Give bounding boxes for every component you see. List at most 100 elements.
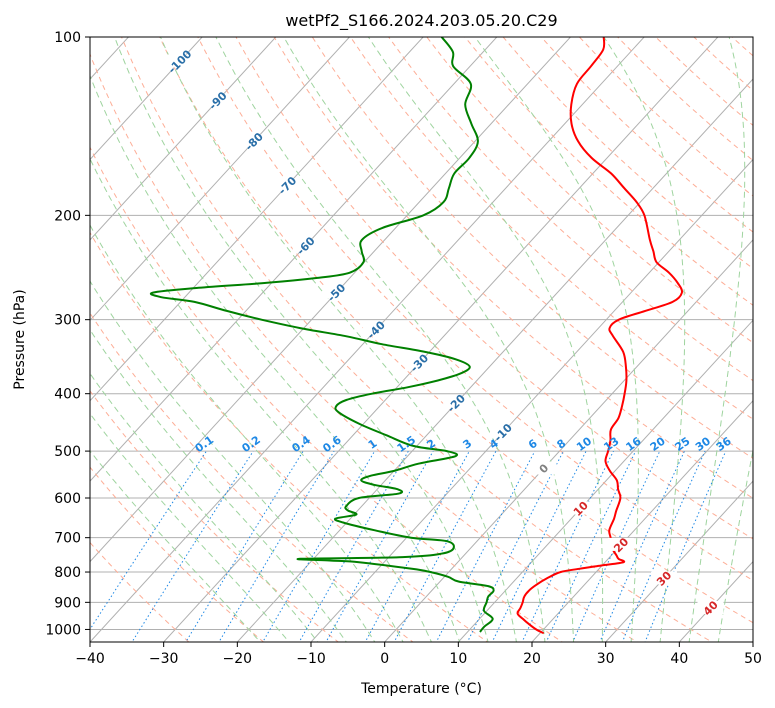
y-tick-label: 1000	[45, 622, 81, 638]
y-axis-label: Pressure (hPa)	[12, 289, 28, 389]
isotherm-label-bg	[204, 93, 231, 107]
dry-adiabat-line	[350, 37, 753, 420]
isotherm-label-bg	[363, 322, 390, 336]
isotherm-line	[457, 319, 753, 642]
isotherm-label-bg	[406, 355, 433, 369]
isotherm-label-bg	[166, 54, 193, 68]
moist-adiabat-line	[688, 37, 746, 642]
dry-adiabat-line	[121, 37, 713, 642]
y-tick-label: 100	[54, 30, 81, 46]
moist-adiabat-line	[90, 157, 432, 642]
x-tick-label: −10	[296, 651, 326, 667]
isotherm-label-bg	[697, 600, 724, 614]
x-tick-label: −20	[223, 651, 253, 667]
x-tick-label: 10	[449, 651, 467, 667]
y-tick-label: 800	[54, 565, 81, 581]
mixing-ratio-label: 0.4	[290, 433, 314, 455]
dry-adiabat-line	[464, 37, 753, 306]
axes: −40 −30 −20 −10 0 10 20 30 40 5010020030040050060…	[45, 30, 762, 667]
mixing-ratio-line	[644, 450, 727, 642]
temperature-profile-line	[516, 37, 684, 635]
isotherm-line	[90, 37, 572, 563]
mixing-ratio-line	[491, 450, 587, 642]
dry-adiabat-line	[90, 466, 265, 642]
isotherm-label-bg	[530, 461, 557, 475]
mixing-ratio-label: 6	[526, 437, 540, 452]
x-tick-label: −40	[75, 651, 105, 667]
dry-adiabat-line	[235, 37, 753, 540]
dry-adiabat-line	[90, 390, 340, 642]
y-tick-label: 200	[54, 208, 81, 224]
dry-adiabat-line	[540, 37, 753, 233]
x-tick-label: 50	[744, 651, 762, 667]
moist-adiabat-line	[90, 450, 261, 642]
isotherm-label-bg	[240, 134, 267, 148]
mixing-ratio-label: 3	[461, 437, 475, 452]
isotherm-line	[752, 641, 753, 642]
dry-adiabat-line	[617, 37, 753, 162]
x-tick-label: 20	[523, 651, 541, 667]
isotherm-label-bg	[443, 396, 470, 410]
y-tick-label: 700	[54, 531, 81, 547]
isotherm-label-bg	[650, 571, 677, 585]
isotherm-line	[90, 37, 351, 322]
dry-adiabat-line	[273, 37, 753, 499]
isotherm-line	[162, 37, 719, 642]
dewpoint-profile-line	[149, 37, 495, 633]
isotherm-line	[604, 480, 753, 642]
moist-adiabat-line	[367, 37, 604, 642]
mixing-ratio-line	[364, 450, 470, 642]
moist-adiabat-line	[283, 37, 575, 642]
isotherm-line	[236, 78, 753, 642]
dry-adiabat-line	[426, 37, 753, 344]
isotherm-line	[383, 239, 753, 642]
y-tick-label: 900	[54, 595, 81, 611]
isotherm-label-bg	[292, 238, 319, 252]
dry-adiabat-line	[388, 37, 753, 382]
mixing-ratio-line	[90, 450, 207, 631]
isotherm-label-bg	[323, 285, 350, 299]
moist-adiabat-line	[114, 37, 489, 642]
mixing-ratio-label: 1.5	[395, 433, 418, 455]
y-tick-label: 500	[54, 444, 81, 460]
mixing-ratio-line	[131, 450, 254, 642]
dry-adiabat-line	[90, 231, 489, 642]
isotherm-label-bg	[489, 425, 516, 439]
dry-adiabat-line	[197, 37, 753, 581]
x-tick-label: −30	[149, 651, 179, 667]
line-labels: 0.1 0.2 0.4 0.6 1 1.5 2 3 4 6 8 10 13 16 20 25 30 36-100-…	[166, 47, 734, 618]
isotherm-line	[90, 37, 498, 482]
moist-adiabat-line	[160, 37, 518, 642]
chart-title: wetPf2_S166.2024.203.05.20.C29	[285, 11, 557, 31]
isotherm-label-bg	[274, 178, 301, 192]
mixing-ratio-line	[218, 450, 335, 642]
data-lines	[149, 37, 684, 635]
moist-adiabat-line	[90, 329, 347, 642]
isotherm-line	[531, 399, 753, 642]
moist-adiabat-line	[215, 37, 546, 642]
x-tick-label: 30	[597, 651, 615, 667]
mixing-ratio-line	[185, 450, 304, 642]
x-tick-label: 40	[670, 651, 688, 667]
isotherm-line	[90, 37, 277, 241]
isotherm-label-bg	[607, 537, 634, 551]
dry-adiabat-line	[90, 541, 190, 642]
moist-adiabat-line	[603, 37, 686, 642]
plot-frame	[89, 36, 754, 643]
dry-adiabat-line	[159, 37, 753, 624]
mixing-ratio-line	[262, 450, 376, 642]
mixing-ratio-line	[298, 450, 409, 642]
moist-adiabat-line	[474, 37, 639, 642]
isotherm-label-bg	[567, 501, 594, 515]
isotherm-line	[90, 37, 203, 161]
moist-adiabat-line	[717, 447, 753, 642]
moist-adiabat-line	[90, 280, 376, 642]
mixing-ratio-label: 0.6	[320, 433, 344, 455]
mixing-ratio-line	[325, 450, 434, 642]
moist-adiabat-line	[90, 412, 290, 642]
isotherm-line	[310, 158, 753, 642]
y-tick-label: 400	[54, 387, 81, 403]
dry-adiabat-line	[90, 52, 638, 642]
moist-adiabat-line	[90, 74, 461, 642]
